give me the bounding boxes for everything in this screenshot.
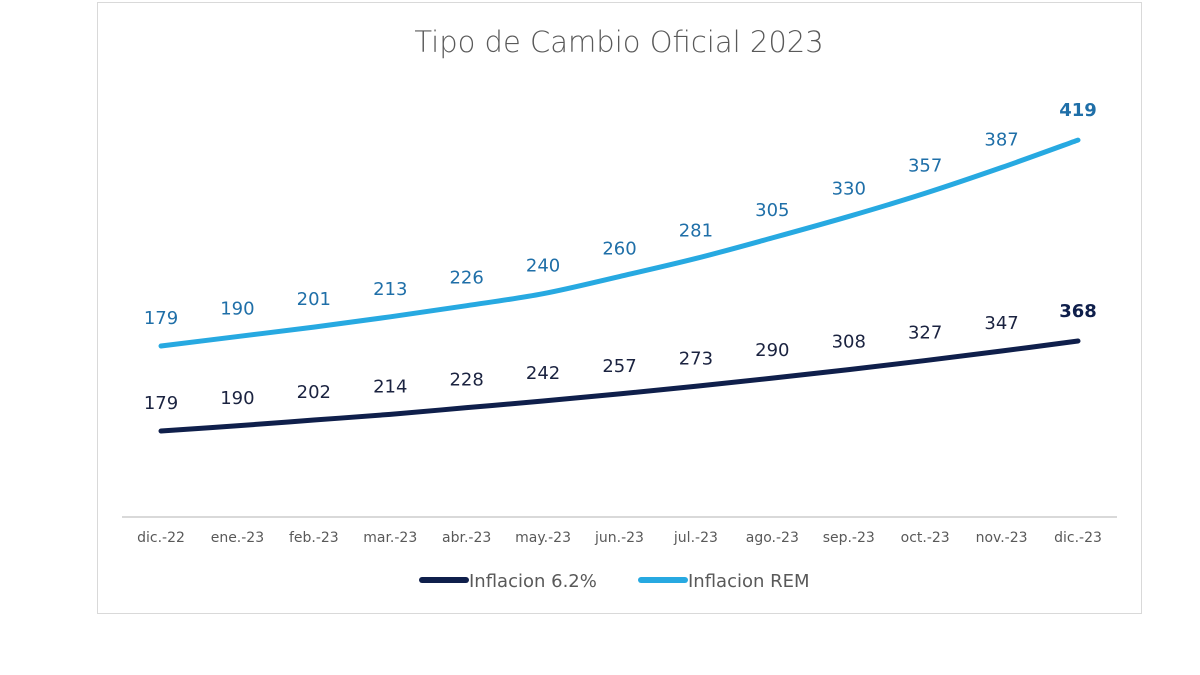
data-point [311,324,317,330]
data-label: 213 [373,279,407,300]
data-label: 260 [602,239,636,260]
data-point [1075,338,1081,344]
data-point [464,303,470,309]
data-label: 330 [832,178,866,199]
x-tick-label: ago.-23 [746,530,799,546]
data-label: 327 [908,323,942,344]
data-label: 179 [144,393,178,414]
data-label: 201 [297,289,331,310]
x-tick-label: mar.-23 [363,530,417,546]
data-label: 368 [1059,301,1097,322]
legend-label-inflacion-rem: Inflacion REM [688,571,810,592]
data-point [999,165,1005,171]
data-point [922,358,928,364]
chart-frame [97,2,1142,614]
x-tick-label: ene.-23 [211,530,264,546]
x-tick-label: nov.-23 [976,530,1028,546]
x-tick-label: dic.-23 [1054,530,1102,546]
data-label: 190 [220,388,254,409]
data-label: 214 [373,376,407,397]
data-point [922,190,928,196]
data-point [769,235,775,241]
series-line-inflacion-6-2 [158,338,1081,434]
data-label: 281 [679,220,713,241]
data-point [387,411,393,417]
series-lines [158,137,1081,434]
x-tick-label: jul.-23 [673,530,718,546]
data-label: 273 [679,348,713,369]
data-point [234,423,240,429]
x-tick-label: abr.-23 [442,530,491,546]
legend: Inflacion 6.2% Inflacion REM [419,571,810,592]
x-tick-label: jun.-23 [594,530,644,546]
legend-item-inflacion-rem[interactable]: Inflacion REM [638,571,810,592]
x-tick-label: sep.-23 [823,530,875,546]
data-point [1075,137,1081,143]
data-point [693,383,699,389]
x-tick-label: may.-23 [515,530,571,546]
data-label: 387 [984,130,1018,151]
legend-label-inflacion-6-2: Inflacion 6.2% [469,571,597,592]
data-labels: 179 190 202 214 228 242 257 273 290 308 327 347 368 1… [144,100,1097,414]
x-axis-ticks: dic.-22 ene.-23 feb.-23 mar.-23 abr.-23 may.-… [137,530,1102,546]
data-label: 202 [297,382,331,403]
data-label: 257 [602,356,636,377]
data-point [158,428,164,434]
data-label: 357 [908,155,942,176]
data-label: 179 [144,308,178,329]
data-point [387,314,393,320]
data-label: 242 [526,363,560,384]
data-point [158,343,164,349]
chart-title: Tipo de Cambio Oficial 2023 [414,25,823,59]
data-point [617,391,623,397]
data-point [846,367,852,373]
series-line-inflacion-rem [158,137,1081,349]
data-label: 308 [832,332,866,353]
x-tick-label: oct.-23 [901,530,950,546]
data-label: 190 [220,299,254,320]
data-point [693,255,699,261]
data-label: 419 [1059,100,1097,121]
data-point [846,213,852,219]
data-point [234,334,240,340]
data-point [464,405,470,411]
data-label: 228 [449,370,483,391]
data-point [311,417,317,423]
data-label: 240 [526,256,560,277]
data-point [769,375,775,381]
data-label: 290 [755,340,789,361]
data-point [540,291,546,297]
legend-item-inflacion-6-2[interactable]: Inflacion 6.2% [419,571,597,592]
data-point [617,274,623,280]
x-tick-label: dic.-22 [137,530,185,546]
data-label: 347 [984,313,1018,334]
x-tick-label: feb.-23 [289,530,339,546]
data-point [540,398,546,404]
data-label: 226 [449,268,483,289]
data-label: 305 [755,200,789,221]
data-point [999,348,1005,354]
